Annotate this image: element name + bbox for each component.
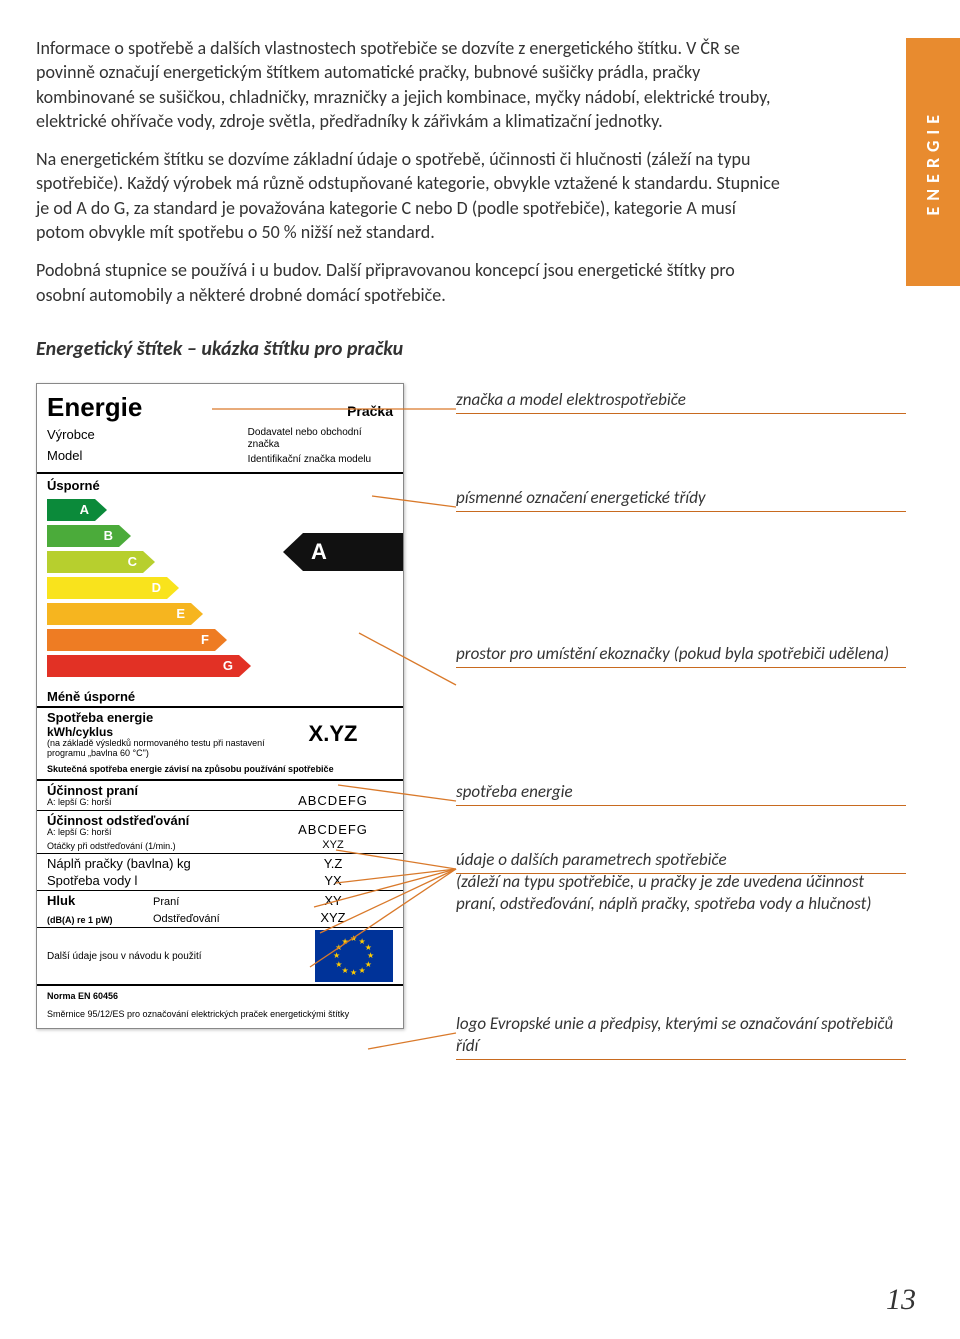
more-info-label: Další údaje jsou v návodu k použití bbox=[47, 951, 315, 962]
class-arrow-c: C bbox=[47, 551, 155, 573]
page-number: 13 bbox=[886, 1283, 916, 1317]
class-arrow-g: G bbox=[47, 655, 251, 677]
paragraph: Informace o spotřebě a dalších vlastnost… bbox=[36, 36, 780, 133]
paragraph: Na energetickém štítku se dozvíme základ… bbox=[36, 147, 780, 244]
class-arrows: A ABCDEFG bbox=[37, 495, 403, 685]
efficient-label: Úsporné bbox=[37, 474, 403, 495]
paragraph: Podobná stupnice se používá i u budov. D… bbox=[36, 258, 780, 307]
consumption-note2: Skutečná spotřeba energie závisí na způs… bbox=[37, 761, 403, 779]
callout: (záleží na typu spotřebiče, u pračky je … bbox=[456, 871, 906, 915]
water-label: Spotřeba vody l bbox=[47, 873, 273, 888]
noise-wash-label: Praní bbox=[153, 896, 273, 908]
label-model: Model bbox=[47, 448, 248, 463]
callout: spotřeba energie bbox=[456, 781, 906, 806]
less-efficient-label: Méně úsporné bbox=[37, 685, 403, 706]
label-area: Energie Pračka Výrobce Model Dodavatel n… bbox=[36, 383, 936, 1153]
label-supplier: Dodavatel nebo obchodní značka bbox=[248, 427, 393, 451]
consumption-value: X.YZ bbox=[273, 721, 393, 747]
ecolabel-area bbox=[297, 615, 393, 675]
side-tab: ENERGIE bbox=[906, 38, 960, 286]
callout: písmenné označení energetické třídy bbox=[456, 487, 906, 512]
energy-label-card: Energie Pračka Výrobce Model Dodavatel n… bbox=[36, 383, 404, 1029]
class-arrow-f: F bbox=[47, 629, 227, 651]
water-value: YX bbox=[273, 873, 393, 888]
spin-scale: A: lepší G: horší bbox=[47, 828, 273, 838]
noise-wash-value: XY bbox=[273, 893, 393, 908]
norm1: Norma EN 60456 bbox=[37, 986, 403, 1006]
class-arrow-a: A bbox=[47, 499, 107, 521]
class-letter: A bbox=[303, 533, 403, 571]
class-arrow-b: B bbox=[47, 525, 131, 547]
consumption-head: Spotřeba energie bbox=[47, 710, 273, 725]
label-manufacturer: Výrobce bbox=[47, 427, 248, 442]
wash-value: ABCDEFG bbox=[273, 793, 393, 808]
spin-value: ABCDEFG bbox=[273, 822, 393, 837]
callout: prostor pro umístění ekoznačky (pokud by… bbox=[456, 643, 906, 668]
class-arrow-e: E bbox=[47, 603, 203, 625]
rpm-value: XYZ bbox=[273, 839, 393, 851]
load-label: Náplň pračky (bavlna) kg bbox=[47, 856, 273, 871]
wash-label: Účinnost praní bbox=[47, 783, 273, 798]
noise-label: Hluk bbox=[47, 893, 153, 908]
class-indicator-arrow: A bbox=[283, 533, 403, 571]
class-arrow-d: D bbox=[47, 577, 179, 599]
noise-spin-label: Odstřeďování bbox=[153, 913, 273, 925]
section-heading: Energetický štítek – ukázka štítku pro p… bbox=[36, 337, 960, 361]
label-title: Energie bbox=[47, 392, 347, 423]
rpm-label: Otáčky při odstřeďování (1/min.) bbox=[47, 842, 273, 852]
consumption-unit: kWh/cyklus bbox=[47, 725, 273, 739]
side-tab-label: ENERGIE bbox=[922, 109, 944, 215]
noise-sub-label: (dB(A) re 1 pW) bbox=[47, 916, 153, 926]
callout: značka a model elektrospotřebiče bbox=[456, 389, 906, 414]
callout: logo Evropské unie a předpisy, kterými s… bbox=[456, 1013, 906, 1060]
load-value: Y.Z bbox=[273, 856, 393, 871]
eu-flag-icon: ★★★★★★★★★★★★ bbox=[315, 930, 393, 982]
norm2: Směrnice 95/12/ES pro označování elektri… bbox=[37, 1006, 403, 1028]
spin-label: Účinnost odstřeďování bbox=[47, 813, 273, 828]
wash-scale: A: lepší G: horší bbox=[47, 798, 273, 808]
consumption-note: (na základě výsledků normovaného testu p… bbox=[47, 739, 273, 759]
label-product: Pračka bbox=[347, 403, 393, 423]
label-ident: Identifikační značka modelu bbox=[248, 454, 393, 466]
noise-spin-value: XYZ bbox=[273, 910, 393, 925]
